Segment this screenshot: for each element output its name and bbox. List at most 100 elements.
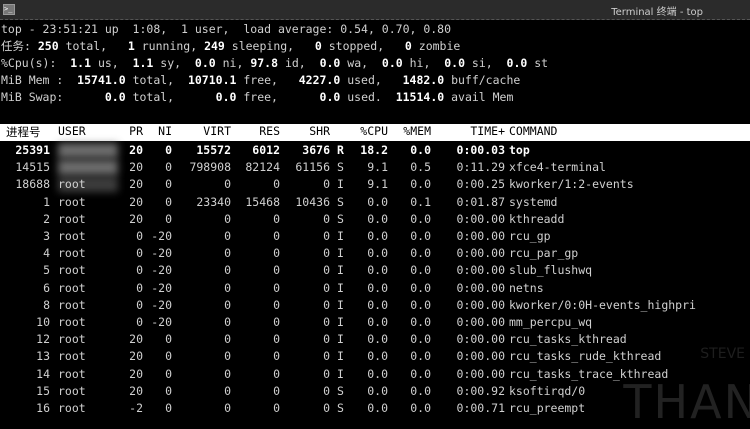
tasks-segment: 1 — [127, 39, 135, 53]
pr-cell: -2 — [129, 401, 143, 415]
shr-cell: 0 — [323, 297, 330, 312]
process-row[interactable]: 12 root 20 0 0 0 0 I 0.0 0.0 0:00.00 rcu_tasks_kthr… — [0, 331, 750, 348]
cpu-segment: 0.0 — [319, 56, 341, 70]
pr-cell: 20 — [129, 194, 143, 209]
cpu-segment: sy, — [153, 56, 195, 70]
state-cell: I — [337, 297, 344, 312]
tasks-segment: total, — [58, 39, 128, 53]
res-cell: 15468 — [245, 194, 280, 209]
time-cell: 0:11.29 — [456, 160, 505, 175]
cpu-segment: 1.1 — [70, 56, 92, 70]
ni-cell: -20 — [151, 263, 172, 278]
swap-segment: used. — [340, 90, 396, 104]
virt-cell: 0 — [224, 229, 231, 243]
process-row[interactable]: 5 root 0 -20 0 0 0 I 0.0 0.0 0:00.00 slub_flushwq — [0, 262, 750, 279]
swap-segment: 0.0 — [215, 90, 237, 104]
process-row[interactable]: 25391 20 0 15572 6012 3676 R 18.2 0.0 0:00.03 top — [0, 142, 750, 159]
process-row[interactable]: 16 root -2 0 0 0 0 S 0.0 0.0 0:00.71 rcu_preempt — [0, 400, 750, 417]
cpu-column-header: %CPU — [360, 124, 388, 138]
process-row[interactable]: 14515 20 0 798908 82124 61156 S 9.1 0.5 0:11.29 xf… — [0, 159, 750, 176]
mem-cell: 0.0 — [410, 143, 431, 157]
state-cell: I — [337, 366, 344, 381]
virt-cell: 0 — [224, 349, 231, 364]
tasks-segment: 0 — [404, 39, 412, 53]
command-cell: systemd — [509, 194, 558, 209]
pid-cell: 10 — [36, 315, 50, 329]
process-row[interactable]: 13 root 20 0 0 0 0 I 0.0 0.0 0:00.00 rcu_tasks_rude… — [0, 348, 750, 365]
ni-cell: 0 — [165, 401, 172, 415]
pr-cell: 0 — [136, 263, 143, 278]
process-row[interactable]: 4 root 0 -20 0 0 0 I 0.0 0.0 0:00.00 rcu_par_gp — [0, 245, 750, 262]
pr-cell: 20 — [129, 349, 143, 364]
process-row[interactable]: 14 root 20 0 0 0 0 I 0.0 0.0 0:00.00 rcu_tasks_trac… — [0, 366, 750, 383]
user-cell: root — [58, 246, 86, 261]
cpu-cell: 0.0 — [367, 332, 388, 347]
process-row[interactable]: 10 root 0 -20 0 0 0 I 0.0 0.0 0:00.00 mm_percpu_wq — [0, 314, 750, 331]
swap-segment: 11514.0 — [395, 90, 445, 104]
ni-cell: 0 — [165, 160, 172, 175]
terminal-icon: >_ — [3, 4, 15, 15]
pid-cell: 15 — [36, 383, 50, 398]
cpu-segment: 0.0 — [381, 56, 403, 70]
cpu-segment: 0.0 — [506, 56, 528, 70]
command-column-header: COMMAND — [509, 124, 558, 138]
pid-column-header: 进程号 — [6, 125, 41, 139]
mem-cell: 0.0 — [410, 211, 431, 226]
process-row[interactable]: 3 root 0 -20 0 0 0 I 0.0 0.0 0:00.00 rcu_gp — [0, 228, 750, 245]
time-cell: 0:01.87 — [456, 194, 505, 209]
virt-cell: 0 — [224, 177, 231, 192]
tasks-segment: stopped, — [321, 39, 405, 53]
res-cell: 0 — [273, 315, 280, 329]
mem-cell: 0.0 — [410, 263, 431, 278]
mem-segment: MiB Mem : — [1, 73, 78, 87]
mem-column-header: %MEM — [403, 124, 431, 138]
pid-cell: 8 — [43, 297, 50, 312]
res-cell: 0 — [273, 349, 280, 364]
process-row[interactable]: 8 root 0 -20 0 0 0 I 0.0 0.0 0:00.00 kworker/0:0H-e… — [0, 297, 750, 314]
res-cell: 0 — [273, 366, 280, 381]
cpu-segment: ni, — [215, 56, 251, 70]
command-cell: ksoftirqd/0 — [509, 383, 586, 398]
ni-column-header: NI — [158, 124, 172, 138]
redacted-user — [58, 143, 118, 158]
shr-cell: 0 — [323, 280, 330, 295]
process-row[interactable]: 2 root 20 0 0 0 0 S 0.0 0.0 0:00.00 kthreadd — [0, 211, 750, 228]
cpu-cell: 0.0 — [367, 246, 388, 261]
shr-column-header: SHR — [309, 124, 330, 138]
time-cell: 0:00.00 — [456, 211, 505, 226]
cpu-cell: 0.0 — [367, 194, 388, 209]
shr-cell: 0 — [323, 177, 330, 192]
time-cell: 0:00.00 — [456, 366, 505, 381]
time-cell: 0:00.00 — [456, 349, 505, 364]
pr-cell: 0 — [136, 246, 143, 261]
cpu-cell: 0.0 — [367, 383, 388, 398]
pid-cell: 13 — [36, 349, 50, 364]
redacted-user — [58, 160, 118, 176]
time-column-header: TIME+ — [470, 124, 505, 138]
state-cell: I — [337, 229, 344, 243]
cpu-cell: 0.0 — [367, 211, 388, 226]
mem-cell: 0.0 — [410, 332, 431, 347]
process-row[interactable]: 18688 root 20 0 0 0 0 I 9.1 0.0 0:00.25 kworker/1:2… — [0, 176, 750, 193]
process-row[interactable]: 1 root 20 0 23340 15468 10436 S 0.0 0.1 0:01.87 sys… — [0, 194, 750, 211]
virt-cell: 0 — [224, 383, 231, 398]
process-row[interactable]: 6 root 0 -20 0 0 0 I 0.0 0.0 0:00.00 netns — [0, 280, 750, 297]
user-column-header: USER — [58, 124, 86, 138]
cpu-cell: 0.0 — [367, 263, 388, 278]
user-cell: root — [58, 366, 86, 381]
mem-segment: 1482.0 — [402, 73, 445, 87]
shr-cell: 0 — [323, 366, 330, 381]
process-row[interactable]: 15 root 20 0 0 0 0 S 0.0 0.0 0:00.92 ksoftirqd/0 — [0, 383, 750, 400]
state-cell: I — [337, 246, 344, 261]
time-cell: 0:00.25 — [456, 177, 505, 192]
shr-cell: 0 — [323, 401, 330, 415]
virt-cell: 23340 — [196, 194, 231, 209]
cpu-segment: si, — [465, 56, 507, 70]
pr-cell: 20 — [129, 383, 143, 398]
state-cell: S — [337, 160, 344, 175]
pr-cell: 0 — [136, 280, 143, 295]
swap-segment: 0.0 — [104, 90, 126, 104]
cpu-segment: 97.8 — [250, 56, 279, 70]
pid-cell: 4 — [43, 246, 50, 261]
mem-cell: 0.0 — [410, 349, 431, 364]
